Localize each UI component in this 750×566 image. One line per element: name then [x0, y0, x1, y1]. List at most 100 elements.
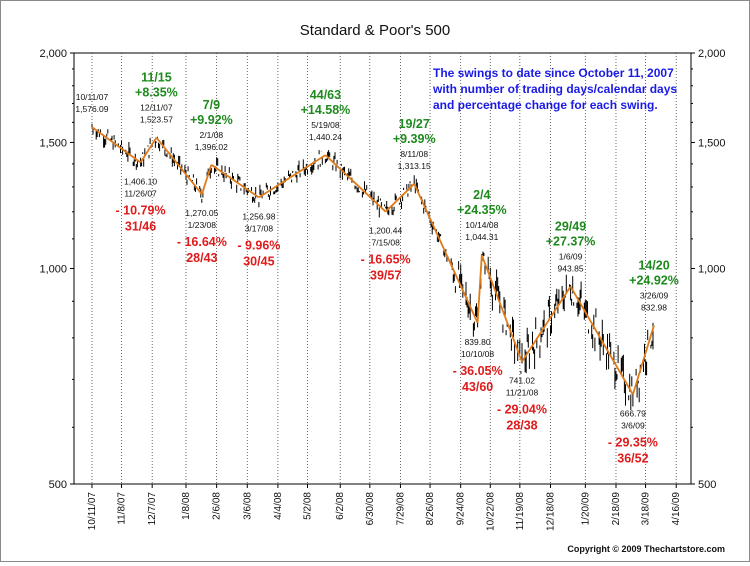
x-tick-label: 12/7/07	[147, 492, 158, 526]
swing-segment	[210, 164, 260, 199]
point-date-label: 8/11/08	[400, 149, 428, 159]
annotation-line-1: The swings to date since October 11, 200…	[433, 66, 674, 80]
swing-percent-label: - 16.64%	[177, 235, 227, 249]
x-tick-label: 6/30/08	[365, 492, 376, 526]
swing-days-label: 28/38	[506, 419, 537, 433]
swing-days-label: 29/49	[555, 219, 586, 233]
point-date-label: 3/17/08	[245, 223, 274, 233]
annotation-line-3: and percentage change for each swing.	[433, 98, 658, 112]
swing-days-label: 2/4	[473, 188, 490, 202]
swing-percent-label: +9.39%	[393, 132, 436, 146]
swing-days-label: 11/15	[141, 71, 172, 85]
point-value-label: 1,523.57	[140, 115, 173, 125]
y-tick-label-right: 1,500	[698, 137, 726, 149]
x-tick-label: 3/18/09	[641, 492, 652, 526]
point-value-label: 666.79	[620, 409, 646, 419]
point-date-label: 5/19/08	[311, 120, 340, 130]
swing-segment	[200, 164, 213, 195]
swing-days-label: 30/45	[243, 254, 274, 268]
annotation-note: The swings to date since October 11, 200…	[432, 66, 677, 112]
y-tick-label-left: 2,000	[39, 48, 67, 60]
annotation-line-2: with number of trading days/calendar day…	[432, 82, 677, 96]
swing-percent-label: - 36.05%	[453, 364, 503, 378]
chart-title: Standard & Poor's 500	[300, 22, 450, 39]
point-date-label: 10/14/08	[465, 220, 498, 230]
swing-days-label: 19/27	[399, 117, 430, 131]
swing-days-label: 39/57	[370, 269, 401, 283]
swing-percent-label: +24.92%	[629, 273, 679, 287]
point-date-label: 2/1/08	[200, 130, 224, 140]
swing-segment	[632, 325, 655, 395]
point-date-label: 1/6/09	[559, 251, 583, 261]
x-tick-label: 2/6/08	[212, 492, 223, 520]
swing-segment	[569, 286, 634, 395]
x-tick-label: 3/6/08	[242, 492, 253, 520]
swing-days-label: 31/46	[125, 220, 156, 234]
swing-segment	[385, 183, 415, 213]
swing-percent-label: +8.35%	[135, 86, 178, 100]
price-bar-path	[91, 123, 654, 411]
point-date-label: 3/6/09	[621, 421, 645, 431]
swing-percent-label: - 29.04%	[497, 403, 547, 417]
x-tick-label: 7/29/08	[395, 492, 406, 526]
x-tick-label: 1/20/09	[580, 492, 591, 526]
swing-segment	[476, 254, 483, 323]
x-tick-label: 1/8/08	[181, 492, 192, 520]
swing-percent-label: - 9.96%	[237, 238, 280, 252]
price-bars	[91, 123, 654, 411]
x-tick-label: 11/8/07	[117, 492, 128, 525]
point-value-label: 1,576.09	[75, 104, 108, 114]
swing-segment	[480, 254, 523, 363]
swing-percent-label: - 10.79%	[116, 204, 166, 218]
swing-percent-label: - 29.35%	[608, 436, 658, 450]
x-tick-label: 4/4/08	[273, 492, 284, 520]
point-date-label: 11/26/07	[124, 189, 157, 199]
swing-percent-label: +27.37%	[546, 234, 596, 248]
x-tick-label: 12/18/08	[545, 492, 556, 531]
point-value-label: 741.02	[509, 376, 535, 386]
point-value-label: 1,406.10	[124, 177, 157, 187]
swing-days-label: 36/52	[617, 452, 648, 466]
swing-segment	[324, 154, 387, 213]
swing-segment	[139, 137, 158, 164]
y-tick-label-right: 2,000	[698, 48, 726, 60]
swing-percent-label: +24.35%	[457, 203, 507, 217]
swing-days-label: 44/63	[310, 88, 341, 102]
point-date-label: 11/21/08	[506, 388, 539, 398]
swing-segment	[521, 285, 572, 363]
axes: 2,000 2,000 1,500 1,500 1,000 1,000 500 500 10/1…	[39, 48, 725, 531]
swing-segment	[413, 183, 479, 324]
point-date-label: 12/11/07	[140, 103, 173, 113]
point-value-label: 1,440.24	[309, 132, 342, 142]
x-tick-label: 10/22/08	[485, 492, 496, 531]
point-value-label: 1,313.15	[398, 161, 431, 171]
point-date-label: 3/26/09	[640, 290, 669, 300]
point-date-label: 7/15/08	[371, 238, 400, 248]
point-value-label: 1,256.98	[242, 211, 275, 221]
point-value-label: 1,270.05	[185, 208, 218, 218]
y-tick-label-left: 500	[49, 479, 67, 491]
swing-percent-label: +14.58%	[301, 103, 351, 117]
point-value-label: 832.98	[641, 302, 667, 312]
point-date-label: 10/10/08	[461, 349, 494, 359]
x-tick-label: 11/19/08	[515, 492, 526, 531]
point-value-label: 1,396.02	[195, 142, 228, 152]
swing-labels: 10/11/07 1,576.09 1,406.10 11/26/07 12/11/07…	[75, 71, 678, 466]
copyright: Copyright © 2009 Thechartstore.com	[567, 544, 725, 554]
swing-segment	[258, 154, 326, 199]
x-tick-label: 6/2/08	[335, 492, 346, 520]
y-tick-label-right: 1,000	[698, 264, 726, 276]
point-date-label: 1/23/08	[188, 220, 217, 230]
x-tick-label: 2/18/09	[611, 492, 622, 526]
point-value-label: 943.85	[558, 263, 584, 273]
point-value-label: 839.80	[465, 337, 491, 347]
swing-days-label: 14/20	[638, 258, 669, 272]
swing-days-label: 28/43	[186, 251, 217, 265]
swing-percent-label: +9.92%	[190, 113, 233, 127]
swing-percent-label: - 16.65%	[361, 253, 411, 267]
swing-days-label: 43/60	[462, 380, 493, 394]
y-tick-label-left: 1,000	[39, 264, 67, 276]
point-date-label: 10/11/07	[76, 92, 109, 102]
y-tick-label-right: 500	[698, 479, 716, 491]
